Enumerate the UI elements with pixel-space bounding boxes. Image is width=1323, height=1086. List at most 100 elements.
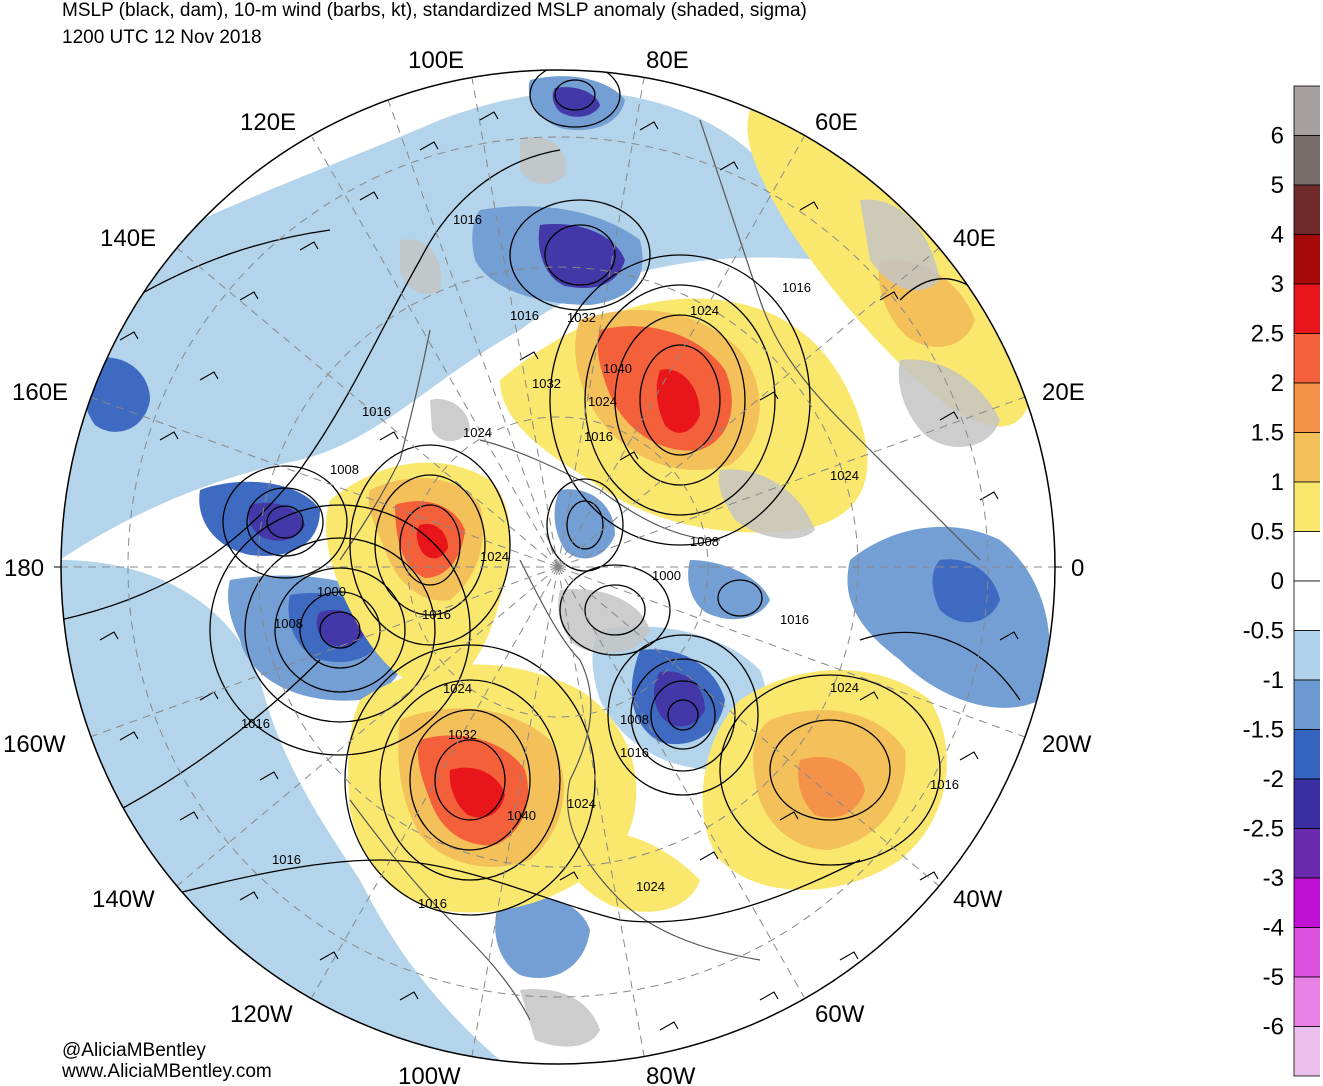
longitude-label-120e: 120E — [240, 109, 296, 136]
colorbar-swatch — [1293, 828, 1320, 879]
isobar-label: 1024 — [480, 549, 509, 564]
colorbar-label: -3 — [1263, 865, 1284, 892]
colorbar-label: -4 — [1263, 915, 1284, 942]
colorbar-swatch — [1293, 679, 1320, 730]
isobar-label: 1016 — [510, 308, 539, 323]
isobar-label: 1016 — [241, 716, 270, 731]
isobar-label: 1008 — [330, 462, 359, 477]
isobar-label: 1024 — [443, 681, 472, 696]
graticule — [61, 77, 1055, 1057]
isobar-label: 1008 — [274, 616, 303, 631]
isobar-label: 1032 — [567, 310, 596, 325]
colorbar-label: 2 — [1271, 370, 1284, 397]
colorbar-swatch — [1293, 333, 1320, 384]
colorbar-label: 2.5 — [1251, 321, 1284, 348]
isobar-label: 1016 — [620, 745, 649, 760]
colorbar-label: -1 — [1263, 667, 1284, 694]
isobar-label: 1024 — [588, 394, 617, 409]
isobar-label: 1024 — [463, 425, 492, 440]
isobar-label: 1016 — [362, 404, 391, 419]
longitude-label-20e: 20E — [1042, 379, 1085, 406]
isobar-label: 1024 — [636, 879, 665, 894]
credit-twitter: @AliciaMBentley — [62, 1040, 206, 1061]
colorbar-swatch — [1293, 531, 1320, 582]
colorbar-swatch — [1293, 877, 1320, 928]
longitude-label-60w: 60W — [815, 1001, 865, 1028]
longitude-label-120w: 120W — [230, 1001, 293, 1028]
isobar-label: 1016 — [453, 212, 482, 227]
isobar-label: 1016 — [930, 777, 959, 792]
credit-website: www.AliciaMBentley.com — [62, 1061, 272, 1082]
longitude-label-40e: 40E — [953, 225, 996, 252]
longitude-label-40w: 40W — [953, 886, 1003, 913]
colorbar-swatch — [1293, 580, 1320, 631]
map-title: MSLP (black, dam), 10-m wind (barbs, kt)… — [62, 0, 807, 21]
isobar-label: 1016 — [272, 852, 301, 867]
colorbar-label: -2.5 — [1243, 816, 1284, 843]
longitude-label-20w: 20W — [1042, 731, 1092, 758]
coastlines — [339, 119, 981, 1021]
colorbar-label: -1.5 — [1243, 717, 1284, 744]
isobar-label: 1016 — [780, 612, 809, 627]
isobar-label: 1024 — [690, 303, 719, 318]
colorbar-swatch — [1293, 778, 1320, 829]
colorbar-label: -0.5 — [1243, 618, 1284, 645]
isobar-label: 1008 — [620, 712, 649, 727]
colorbar-swatch — [1293, 135, 1320, 186]
longitude-label-60e: 60E — [815, 109, 858, 136]
colorbar-swatch — [1293, 382, 1320, 433]
colorbar-label: 3 — [1271, 271, 1284, 298]
colorbar-swatch — [1293, 234, 1320, 285]
isobar-label: 1016 — [418, 896, 447, 911]
colorbar-label: -5 — [1263, 964, 1284, 991]
colorbar-swatch — [1293, 283, 1320, 334]
colorbar-swatch — [1293, 184, 1320, 235]
colorbar-swatch — [1293, 85, 1320, 136]
longitude-label-100e: 100E — [408, 47, 464, 74]
isobar-label: 1016 — [422, 607, 451, 622]
colorbar-label: 4 — [1271, 222, 1284, 249]
isobar-label: 1024 — [567, 796, 596, 811]
isobar-label: 1016 — [584, 429, 613, 444]
anomaly-colorbar: 6 5 4 3 2.5 2 1.5 1 0.5 0 -0.5 -1 -1.5 -2 -2.5 -3 -4 -5 -6 — [1243, 85, 1320, 1077]
isobar-label: 1008 — [690, 534, 719, 549]
longitude-label-160e: 160E — [12, 379, 68, 406]
valid-time: 1200 UTC 12 Nov 2018 — [62, 27, 262, 48]
colorbar-label: 1 — [1271, 469, 1284, 496]
longitude-label-80e: 80E — [646, 47, 689, 74]
colorbar-swatch — [1293, 432, 1320, 483]
longitude-label-100w: 100W — [398, 1063, 461, 1086]
isobar-label: 1000 — [317, 584, 346, 599]
isobar-label: 1000 — [652, 568, 681, 583]
wind-barbs — [99, 111, 1019, 1031]
colorbar-swatch — [1293, 976, 1320, 1027]
colorbar-swatch — [1293, 481, 1320, 532]
longitude-label-80w: 80W — [646, 1063, 696, 1086]
isobar-label: 1024 — [830, 680, 859, 695]
isobar-label: 1016 — [782, 280, 811, 295]
longitude-label-0: 0 — [1071, 555, 1084, 582]
colorbar-label: -2 — [1263, 766, 1284, 793]
colorbar-swatch — [1293, 630, 1320, 681]
colorbar-label: 0.5 — [1251, 519, 1284, 546]
colorbar-swatch — [1293, 1026, 1320, 1077]
isobar-label: 1024 — [830, 468, 859, 483]
longitude-label-140e: 140E — [100, 225, 156, 252]
isobar-label: 1032 — [532, 376, 561, 391]
isobar-labels: 1016 1032 1024 1016 1040 1032 1024 1016 … — [241, 212, 959, 911]
colorbar-label: 0 — [1271, 568, 1284, 595]
colorbar-label: 5 — [1271, 172, 1284, 199]
longitude-labels: 100E 80E 60E 40E 20E 0 20W 40W 60W 80W 1… — [3, 47, 1092, 1086]
terrain-masked-areas — [400, 137, 1000, 1047]
colorbar-swatch — [1293, 927, 1320, 978]
longitude-label-180: 180 — [4, 555, 44, 582]
isobar-label: 1040 — [507, 808, 536, 823]
colorbar-label: -6 — [1263, 1014, 1284, 1041]
longitude-label-140w: 140W — [92, 886, 155, 913]
colorbar-label: 1.5 — [1251, 420, 1284, 447]
longitude-label-160w: 160W — [3, 731, 66, 758]
colorbar-label: 6 — [1271, 123, 1284, 150]
isobar-label: 1032 — [448, 727, 477, 742]
isobar-label: 1040 — [603, 361, 632, 376]
